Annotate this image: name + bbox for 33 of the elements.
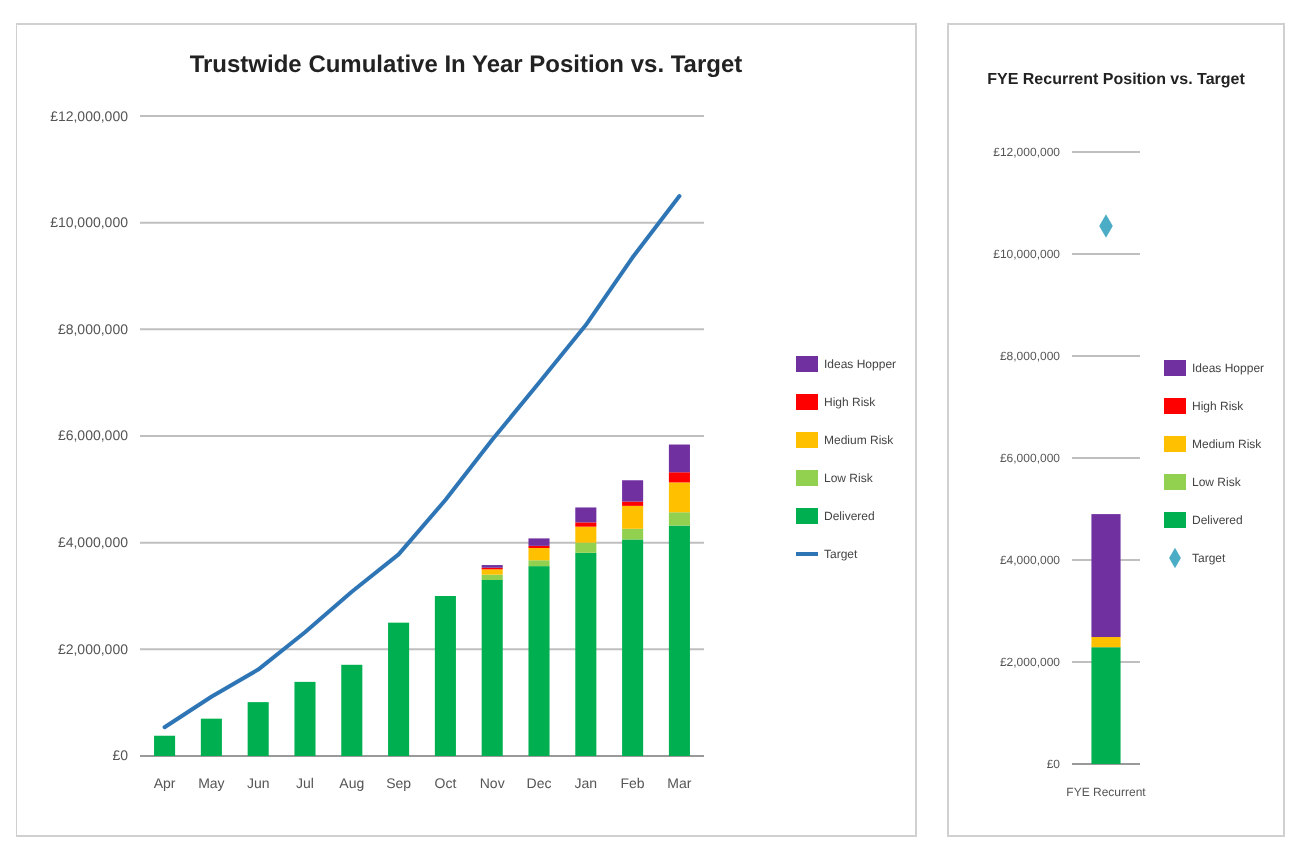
bar	[528, 548, 550, 561]
bar	[622, 539, 644, 756]
bar	[668, 525, 690, 756]
bar	[481, 569, 503, 575]
bar	[1091, 637, 1121, 648]
bar	[575, 552, 597, 756]
bar	[575, 526, 597, 543]
bar	[200, 718, 222, 756]
bar	[575, 507, 597, 523]
bar	[622, 528, 644, 540]
bar	[294, 681, 316, 756]
bar	[1091, 514, 1121, 638]
bar	[481, 580, 503, 756]
bar	[622, 505, 644, 529]
bar	[528, 538, 550, 546]
bar	[575, 542, 597, 553]
bar	[528, 560, 550, 567]
chart-title: Trustwide Cumulative In Year Position vs. Target	[189, 50, 743, 78]
bar	[668, 482, 690, 513]
bar	[247, 702, 269, 756]
bar	[434, 596, 456, 756]
bar	[528, 566, 550, 756]
bar	[668, 472, 690, 483]
bar	[622, 480, 644, 502]
bar	[668, 512, 690, 526]
chart-title: FYE Recurrent Position vs. Target	[987, 70, 1246, 88]
bar	[388, 622, 410, 756]
bar	[341, 664, 363, 756]
line-series	[162, 194, 682, 730]
bar	[481, 574, 503, 580]
bar	[1091, 647, 1121, 764]
bar	[154, 735, 176, 756]
bar	[668, 444, 690, 473]
